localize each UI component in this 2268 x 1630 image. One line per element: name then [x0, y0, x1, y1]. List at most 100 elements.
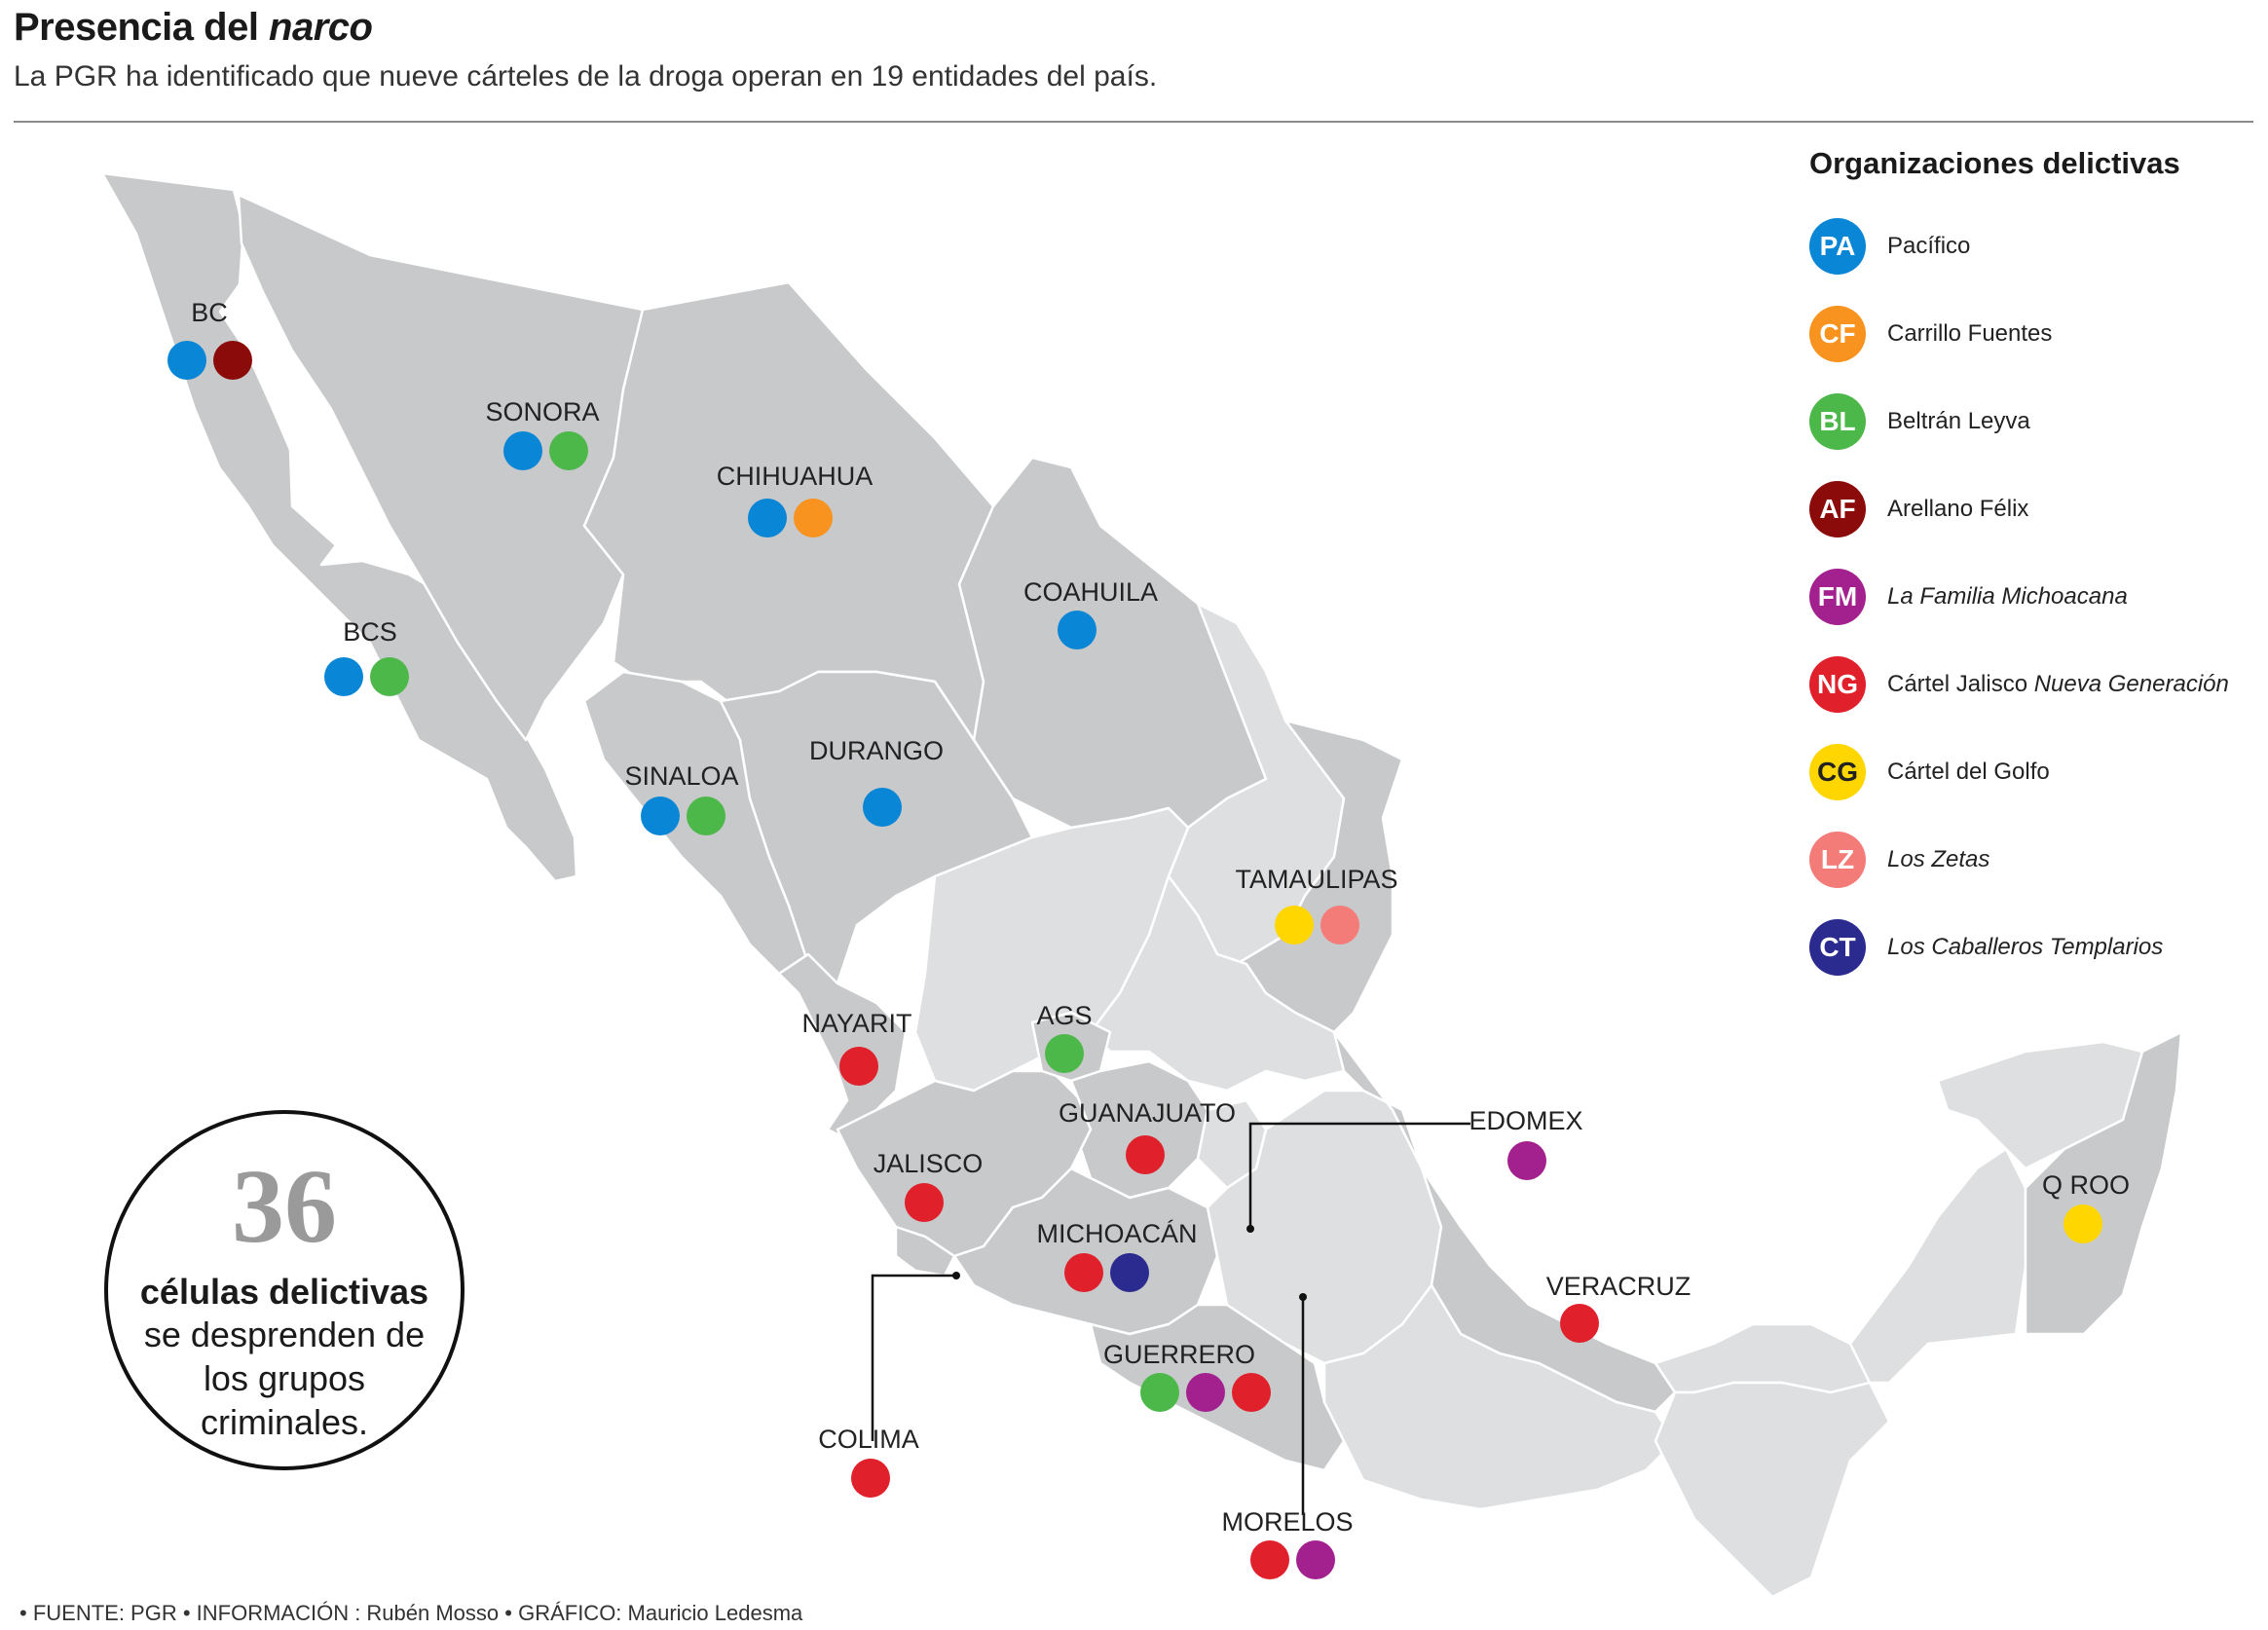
region-campeche	[1848, 1147, 2027, 1385]
cartel-dot-sonora-bl	[549, 431, 588, 470]
legend-items: PA Pacífico CF Carrillo Fuentes BL Beltrán Le…	[1809, 203, 2238, 991]
cartel-dot-coahuila-pa	[1058, 611, 1097, 649]
state-label-guanajuato: GUANAJUATO	[1059, 1098, 1236, 1128]
region-guanajuato	[1069, 1059, 1209, 1200]
legend-badge-bl: BL	[1809, 393, 1866, 450]
state-label-tamaulipas: TAMAULIPAS	[1235, 865, 1397, 894]
legend-title: Organizaciones delictivas	[1809, 146, 2180, 180]
cartel-dot-bc-af	[213, 341, 252, 380]
legend-label-ct: Los Caballeros Templarios	[1887, 934, 2164, 960]
cartel-dot-nayarit-ng	[839, 1047, 878, 1086]
legend-badge-ct: CT	[1809, 919, 1866, 976]
cartel-dot-durango-pa	[863, 788, 902, 827]
legend-label-ng: Cártel Jalisco Nueva Generación	[1887, 671, 2229, 697]
cartel-dot-guerrero-ng	[1232, 1373, 1271, 1412]
page-title: Presencia del narco	[14, 6, 373, 50]
state-label-ags: AGS	[1036, 1001, 1092, 1030]
cartel-dot-morelos-fm	[1296, 1540, 1335, 1579]
state-label-sonora: SONORA	[485, 397, 599, 426]
legend-badge-af: AF	[1809, 481, 1866, 537]
title-italic: narco	[269, 6, 373, 49]
state-label-colima: COLIMA	[818, 1425, 919, 1454]
state-label-jalisco: JALISCO	[874, 1149, 984, 1178]
cartel-dot-chihuahua-pa	[748, 499, 787, 537]
state-markers: BC SONORA CHIHUAHUA COAHUILA BCS SINALOA DURAN…	[167, 298, 2130, 1579]
legend-item-ct: CT Los Caballeros Templarios	[1809, 904, 2238, 991]
state-label-michoac-n: MICHOACÁN	[1036, 1219, 1197, 1248]
region-chihuahua	[582, 280, 995, 742]
state-label-durango: DURANGO	[809, 736, 944, 765]
stat-line-2: los grupos	[203, 1358, 366, 1398]
legend-badge-pa: PA	[1809, 218, 1866, 275]
state-label-coahuila: COAHUILA	[1023, 577, 1158, 607]
cartel-dot-ags-bl	[1045, 1034, 1084, 1073]
cartel-dot-guanajuato-ng	[1126, 1135, 1165, 1174]
cartel-dot-sonora-pa	[503, 431, 542, 470]
legend-badge-lz: LZ	[1809, 832, 1866, 888]
cartel-dot-tamaulipas-lz	[1320, 906, 1359, 945]
legend-label-fm: La Familia Michoacana	[1887, 583, 2128, 610]
legend-item-bl: BL Beltrán Leyva	[1809, 378, 2238, 465]
cartel-dot-bcs-bl	[370, 657, 409, 696]
cartel-dot-michoac-n-ct	[1110, 1253, 1149, 1292]
legend-badge-ng: NG	[1809, 656, 1866, 713]
stat-line-1: se desprenden de	[143, 1315, 426, 1354]
cartel-dot-tamaulipas-cg	[1275, 906, 1314, 945]
legend-item-af: AF Arellano Félix	[1809, 465, 2238, 553]
legend-badge-cg: CG	[1809, 744, 1866, 800]
legend-item-cf: CF Carrillo Fuentes	[1809, 290, 2238, 378]
colima-endpoint	[952, 1272, 960, 1279]
legend-label-cf: Carrillo Fuentes	[1887, 320, 2053, 347]
state-label-q-roo: Q ROO	[2042, 1170, 2130, 1200]
stat-circle: 36 células delictivas se desprenden de l…	[104, 1110, 465, 1470]
map-landmass	[100, 171, 2183, 1599]
cartel-dot-sinaloa-pa	[641, 796, 680, 835]
state-label-bc: BC	[191, 298, 228, 327]
state-label-chihuahua: CHIHUAHUA	[717, 462, 874, 491]
legend-label-af: Arellano Félix	[1887, 496, 2029, 522]
legend-label-pa: Pacífico	[1887, 233, 1971, 259]
leader-lines	[871, 1122, 1470, 1515]
state-label-edomex: EDOMEX	[1469, 1106, 1582, 1135]
region-chiapas	[1654, 1381, 1891, 1599]
cartel-dot-guerrero-bl	[1140, 1373, 1179, 1412]
cartel-dot-chihuahua-cf	[794, 499, 833, 537]
cartel-dot-bcs-pa	[324, 657, 363, 696]
state-label-morelos: MORELOS	[1221, 1507, 1353, 1537]
state-label-guerrero: GUERRERO	[1103, 1340, 1255, 1369]
footer-credits: • FUENTE: PGR • INFORMACIÓN : Rubén Moss…	[19, 1601, 803, 1625]
page-subtitle: La PGR ha identificado que nueve cártele…	[14, 60, 1158, 93]
cartel-dot-morelos-ng	[1250, 1540, 1289, 1579]
legend-item-cg: CG Cártel del Golfo	[1809, 728, 2238, 816]
region-nayarit	[777, 952, 908, 1141]
cartel-dot-edomex-fm	[1507, 1141, 1546, 1180]
state-label-sinaloa: SINALOA	[624, 761, 738, 791]
cartel-dot-michoac-n-ng	[1064, 1253, 1103, 1292]
edomex-leader	[1248, 1122, 1470, 1229]
state-label-veracruz: VERACRUZ	[1546, 1272, 1692, 1301]
legend-badge-cf: CF	[1809, 306, 1866, 362]
legend-label-lz: Los Zetas	[1887, 846, 1990, 872]
title-text: Presencia del	[14, 6, 270, 49]
region-quintana-roo	[2024, 1030, 2183, 1336]
legend-item-ng: NG Cártel Jalisco Nueva Generación	[1809, 641, 2238, 728]
legend-badge-fm: FM	[1809, 569, 1866, 625]
cartel-dot-q-roo-cg	[2064, 1204, 2102, 1243]
legend-item-pa: PA Pacífico	[1809, 203, 2238, 290]
colima-leader	[871, 1274, 956, 1441]
cartel-dot-guerrero-fm	[1186, 1373, 1225, 1412]
morelos-endpoint	[1299, 1293, 1307, 1301]
header-divider	[14, 121, 2253, 123]
stat-number: 36	[232, 1149, 337, 1265]
cartel-dot-sinaloa-bl	[687, 796, 725, 835]
cartel-dot-veracruz-ng	[1560, 1304, 1599, 1343]
state-label-nayarit: NAYARIT	[801, 1009, 911, 1038]
state-label-bcs: BCS	[343, 617, 397, 647]
stat-line-3: criminales.	[200, 1402, 369, 1442]
cartel-dot-colima-ng	[851, 1459, 890, 1498]
legend-label-bl: Beltrán Leyva	[1887, 408, 2030, 434]
legend-label-cg: Cártel del Golfo	[1887, 759, 2050, 785]
cartel-dot-bc-pa	[167, 341, 206, 380]
legend: Organizaciones delictivas PA Pacífico CF Ca…	[1809, 146, 2238, 991]
